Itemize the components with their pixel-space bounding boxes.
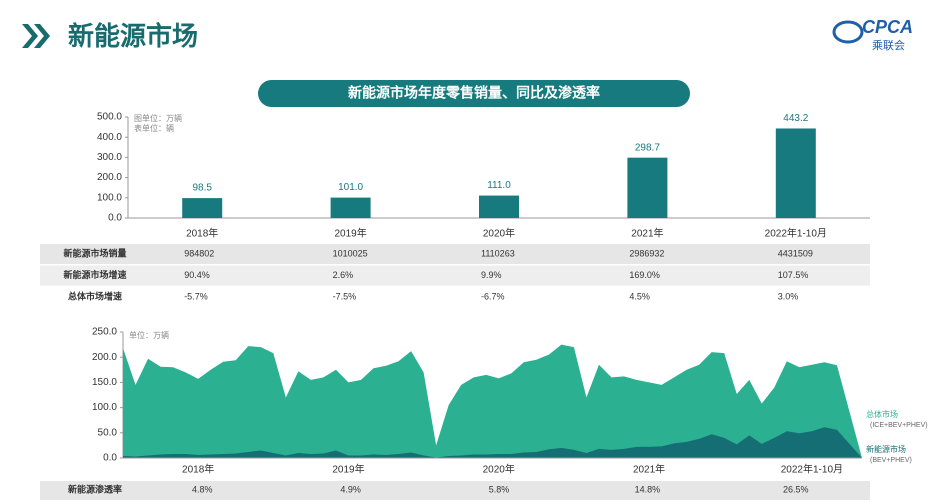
y-tick-label: 0.0 bbox=[108, 213, 122, 224]
row-label: 新能源市场增速 bbox=[63, 269, 126, 280]
x-tick-label: 2020年 bbox=[483, 227, 515, 240]
bar bbox=[775, 128, 816, 218]
legend-note: (ICE+BEV+PHEV) bbox=[870, 422, 928, 429]
table-cell: 4431509 bbox=[778, 248, 813, 258]
y-tick-label: 0.0 bbox=[103, 453, 117, 464]
table-cell: 169.0% bbox=[629, 270, 660, 280]
table-cell: 984802 bbox=[184, 248, 214, 258]
table-cell: 107.5% bbox=[778, 270, 809, 280]
table-cell: 4.5% bbox=[629, 291, 650, 301]
legend-label: 总体市场 bbox=[866, 409, 898, 419]
logo: CPCA bbox=[862, 17, 913, 37]
x-tick-label: 2022年1-10月 bbox=[781, 463, 843, 476]
bar bbox=[479, 195, 519, 218]
x-tick-label: 2020年 bbox=[483, 463, 515, 476]
table-cell: 5.8% bbox=[489, 484, 510, 494]
legend-note: (BEV+PHEV) bbox=[870, 457, 912, 464]
table-cell: 2986932 bbox=[629, 248, 664, 258]
table-cell: 1010025 bbox=[333, 248, 368, 258]
bar bbox=[182, 198, 223, 218]
value-label: 98.5 bbox=[192, 183, 212, 194]
table-row-bg bbox=[40, 265, 870, 286]
bar bbox=[330, 197, 371, 218]
row-label: 新能源渗透率 bbox=[68, 483, 122, 494]
y-tick-label: 200.0 bbox=[97, 172, 122, 183]
area bbox=[123, 427, 862, 458]
logo-sub: 乘联会 bbox=[872, 39, 905, 52]
unit-note: 单位：万辆 bbox=[129, 330, 169, 340]
row-label: 新能源市场销量 bbox=[63, 247, 126, 258]
y-tick-label: 100.0 bbox=[92, 402, 117, 413]
value-label: 443.2 bbox=[783, 113, 808, 124]
y-tick-label: 50.0 bbox=[98, 427, 118, 438]
table-cell: -6.7% bbox=[481, 291, 505, 301]
y-tick-label: 500.0 bbox=[97, 112, 122, 123]
x-tick-label: 2019年 bbox=[334, 227, 366, 240]
y-tick-label: 100.0 bbox=[97, 192, 122, 203]
table-cell: -5.7% bbox=[184, 291, 208, 301]
table-cell: 26.5% bbox=[783, 484, 809, 494]
table-cell: 4.8% bbox=[192, 484, 213, 494]
table-cell: 1110263 bbox=[481, 248, 515, 258]
x-tick-label: 2021年 bbox=[631, 227, 663, 240]
x-tick-label: 2019年 bbox=[332, 463, 364, 476]
unit-note: 图单位：万辆 bbox=[134, 113, 182, 123]
banner-text: 新能源市场年度零售销量、同比及渗透率 bbox=[348, 85, 600, 101]
table-cell: 4.9% bbox=[340, 484, 361, 494]
table-cell: 3.0% bbox=[778, 291, 799, 301]
y-tick-label: 400.0 bbox=[97, 132, 122, 143]
table-cell: 90.4% bbox=[184, 270, 210, 280]
y-tick-label: 300.0 bbox=[97, 152, 122, 163]
value-label: 101.0 bbox=[338, 182, 363, 193]
banner bbox=[258, 80, 690, 107]
table-cell: 14.8% bbox=[635, 484, 661, 494]
x-tick-label: 2022年1-10月 bbox=[765, 227, 827, 240]
page-title: 新能源市场 bbox=[68, 21, 198, 51]
bar bbox=[627, 157, 668, 218]
value-label: 111.0 bbox=[487, 180, 511, 191]
y-tick-label: 200.0 bbox=[92, 352, 117, 363]
unit-note: 表单位：辆 bbox=[134, 123, 174, 133]
x-tick-label: 2021年 bbox=[633, 463, 665, 476]
chevron-icon bbox=[22, 24, 50, 48]
table-cell: -7.5% bbox=[333, 291, 357, 301]
x-tick-label: 2018年 bbox=[182, 463, 214, 476]
logo-icon bbox=[832, 20, 864, 44]
y-tick-label: 250.0 bbox=[92, 327, 117, 338]
area bbox=[123, 344, 862, 458]
table-cell: 9.9% bbox=[481, 270, 502, 280]
y-tick-label: 150.0 bbox=[92, 377, 117, 388]
table-row-bg bbox=[40, 244, 870, 264]
value-label: 298.7 bbox=[635, 142, 660, 153]
legend-label: 新能源市场 bbox=[866, 444, 906, 454]
row-label: 总体市场增速 bbox=[68, 290, 122, 301]
table-row-bg bbox=[40, 481, 870, 500]
x-tick-label: 2018年 bbox=[186, 227, 218, 240]
table-cell: 2.6% bbox=[333, 270, 354, 280]
